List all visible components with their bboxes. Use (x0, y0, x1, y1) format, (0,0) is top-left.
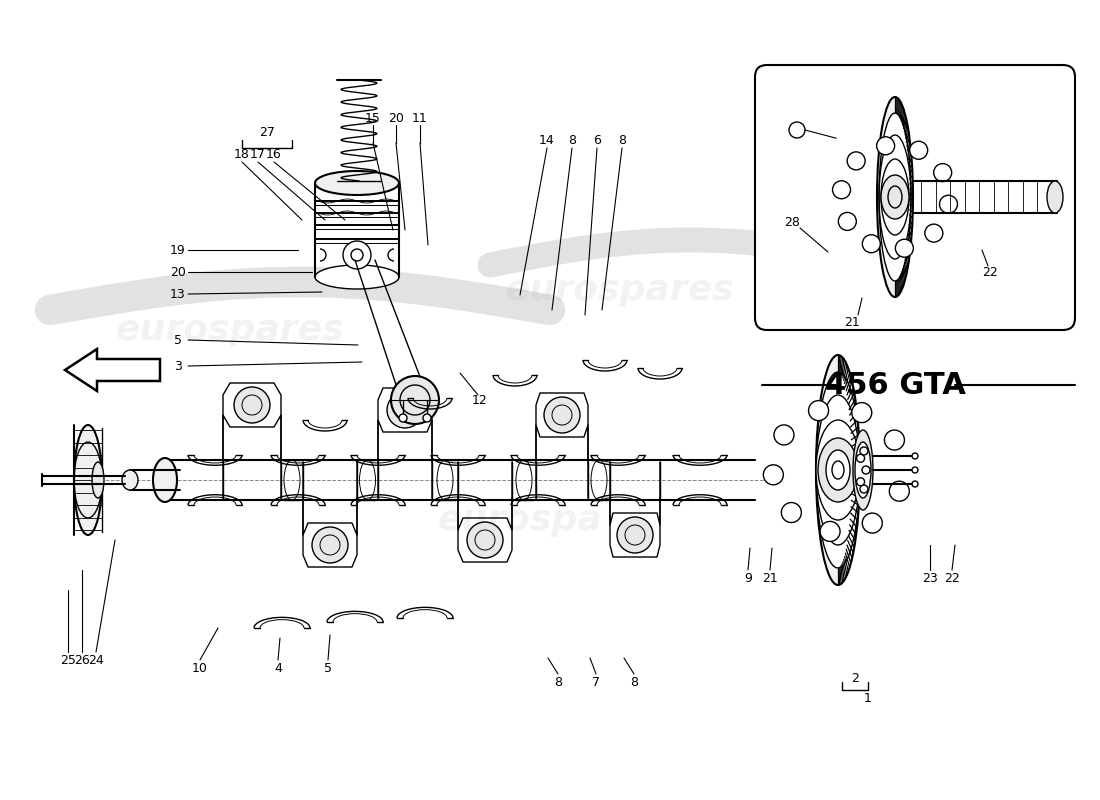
Ellipse shape (153, 458, 177, 502)
Ellipse shape (74, 425, 102, 535)
Text: 16: 16 (266, 149, 282, 162)
Circle shape (857, 454, 865, 462)
Text: 17: 17 (250, 149, 266, 162)
FancyBboxPatch shape (755, 65, 1075, 330)
Text: 21: 21 (762, 571, 778, 585)
Circle shape (808, 401, 828, 421)
Ellipse shape (312, 527, 348, 563)
Circle shape (847, 152, 866, 170)
Circle shape (884, 430, 904, 450)
Ellipse shape (852, 430, 873, 510)
Ellipse shape (1047, 181, 1063, 213)
Ellipse shape (468, 522, 503, 558)
Circle shape (851, 402, 872, 422)
Circle shape (912, 467, 918, 473)
Circle shape (889, 482, 910, 502)
Circle shape (860, 485, 868, 493)
Text: 11: 11 (412, 111, 428, 125)
Circle shape (821, 522, 840, 542)
Text: 14: 14 (539, 134, 554, 146)
Text: 8: 8 (568, 134, 576, 146)
Text: 18: 18 (234, 149, 250, 162)
Circle shape (424, 414, 431, 422)
Ellipse shape (816, 372, 860, 568)
Ellipse shape (390, 376, 439, 424)
Text: 8: 8 (618, 134, 626, 146)
Text: 6: 6 (593, 134, 601, 146)
Circle shape (934, 163, 952, 182)
Circle shape (862, 513, 882, 533)
Circle shape (833, 181, 850, 198)
Ellipse shape (816, 355, 860, 585)
Text: 2: 2 (851, 671, 859, 685)
Text: 8: 8 (630, 675, 638, 689)
Ellipse shape (826, 450, 850, 490)
Text: 8: 8 (554, 675, 562, 689)
Text: 5: 5 (324, 662, 332, 674)
Text: 20: 20 (388, 111, 404, 125)
Text: 10: 10 (192, 662, 208, 674)
Text: 12: 12 (472, 394, 488, 406)
Text: 15: 15 (365, 111, 381, 125)
Circle shape (838, 213, 856, 230)
Text: 19: 19 (170, 243, 186, 257)
Circle shape (763, 465, 783, 485)
Ellipse shape (315, 265, 399, 289)
Text: eurospa: eurospa (438, 503, 603, 537)
Text: 27: 27 (260, 126, 275, 138)
Ellipse shape (617, 517, 653, 553)
Ellipse shape (879, 113, 911, 281)
Text: 5: 5 (174, 334, 182, 346)
Circle shape (399, 414, 407, 422)
Text: 456 GTA: 456 GTA (825, 370, 966, 399)
Text: 21: 21 (844, 315, 860, 329)
Circle shape (862, 466, 870, 474)
Circle shape (857, 478, 865, 486)
Ellipse shape (881, 175, 909, 219)
Circle shape (895, 239, 913, 258)
Ellipse shape (122, 470, 138, 490)
Circle shape (860, 447, 868, 455)
Text: 25: 25 (60, 654, 76, 666)
Text: eurospares: eurospares (506, 273, 735, 307)
Text: 4: 4 (274, 662, 282, 674)
Circle shape (789, 122, 805, 138)
Circle shape (862, 234, 880, 253)
Ellipse shape (855, 442, 871, 498)
Text: 20: 20 (170, 266, 186, 278)
Ellipse shape (387, 392, 424, 428)
Text: 7: 7 (592, 675, 600, 689)
Ellipse shape (816, 420, 860, 520)
Text: 26: 26 (74, 654, 90, 666)
Ellipse shape (234, 387, 270, 423)
Circle shape (343, 241, 371, 269)
Text: 9: 9 (744, 571, 752, 585)
Text: 28: 28 (784, 215, 800, 229)
Circle shape (939, 195, 957, 214)
Text: 3: 3 (174, 359, 182, 373)
Text: eurospares: eurospares (116, 313, 344, 347)
Text: 22: 22 (944, 571, 960, 585)
Ellipse shape (92, 462, 104, 498)
Text: 13: 13 (170, 287, 186, 301)
Circle shape (774, 425, 794, 445)
Text: 23: 23 (922, 571, 938, 585)
Text: 24: 24 (88, 654, 103, 666)
Circle shape (781, 502, 802, 522)
Ellipse shape (881, 159, 909, 235)
Circle shape (912, 453, 918, 459)
Ellipse shape (877, 97, 913, 297)
Ellipse shape (544, 397, 580, 433)
Circle shape (925, 224, 943, 242)
Text: 22: 22 (982, 266, 998, 278)
Ellipse shape (818, 438, 858, 502)
Text: 1: 1 (865, 691, 872, 705)
Circle shape (910, 142, 927, 159)
FancyArrow shape (65, 349, 160, 391)
Circle shape (877, 137, 894, 154)
Ellipse shape (315, 171, 399, 195)
Circle shape (912, 481, 918, 487)
